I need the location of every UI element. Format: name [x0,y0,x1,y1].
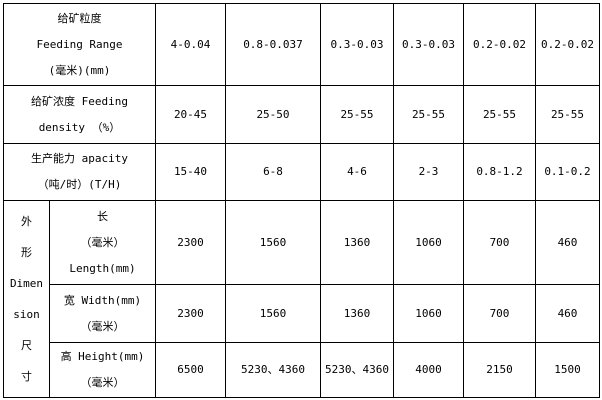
value-cell: 0.1-0.2 [535,143,600,201]
label-line: 宽 Width(mm) [63,293,142,307]
value-cell: 2150 [463,342,536,398]
row-label: 给矿粒度 Feeding Range (毫米)(mm) [3,3,156,86]
label-line: 给矿粒度 [57,11,102,25]
label-line: （毫米） [80,376,125,389]
value-cell: 0.3-0.03 [320,3,394,86]
value-cell: 4-0.04 [155,3,226,86]
value-cell: 1060 [393,284,464,343]
value-cell: 5230、4360 [320,342,394,398]
value-cell: 0.3-0.03 [393,3,464,86]
value-cell: 1500 [535,342,600,398]
label-line: 生产能力 apacity [31,152,128,165]
value-cell: 20-45 [155,85,226,144]
value-cell: 15-40 [155,143,226,201]
label-line: 高 Height(mm) [60,350,145,363]
value-cell: 4-6 [320,143,394,201]
table-row: 给矿粒度 Feeding Range (毫米)(mm) 4-0.04 0.8-0.037… [3,3,600,86]
specification-table: 给矿粒度 Feeding Range (毫米)(mm) 4-0.04 0.8-0.037… [3,3,600,398]
label-line: 外 [21,215,32,228]
table-row: 宽 Width(mm) （毫米） 2300 1560 1360 1060 700 460 [4,284,600,343]
value-cell: 700 [463,200,536,285]
table-row: 生产能力 apacity （吨/时）(T/H) 15-40 6-8 4-6 2-3 0.8-… [3,143,600,201]
row-label: 高 Height(mm) （毫米） [49,342,156,398]
label-line: （毫米） [80,319,125,333]
value-cell: 25-55 [463,85,536,144]
row-label: 长 （毫米） Length(mm) [49,200,156,285]
label-line: (毫米)(mm) [48,63,111,77]
row-label: 生产能力 apacity （吨/时）(T/H) [3,143,156,201]
label-line: Length(mm) [69,261,136,275]
label-line: Feeding Range [36,37,123,51]
value-cell: 460 [535,200,600,285]
value-cell: 25-50 [225,85,321,144]
value-cell: 1560 [225,284,321,343]
value-cell: 4000 [393,342,464,398]
label-line: （吨/时）(T/H) [37,178,122,191]
value-cell: 5230、4360 [225,342,321,398]
value-cell: 25-55 [535,85,600,144]
value-cell: 1360 [320,200,394,285]
row-label: 给矿浓度 Feeding density （%） [3,85,156,144]
value-cell: 0.2-0.02 [463,3,536,86]
value-cell: 6500 [155,342,226,398]
value-cell: 1560 [225,200,321,285]
label-line: density （%） [38,120,121,134]
value-cell: 0.2-0.02 [535,3,600,86]
value-cell: 25-55 [320,85,394,144]
row-label: 宽 Width(mm) （毫米） [49,284,156,343]
value-cell: 6-8 [225,143,321,201]
table-row: 外形 Dimen sion 尺寸 长 （毫米） Length(mm) 2300 1560 1360… [3,200,600,398]
value-cell: 25-55 [393,85,464,144]
label-line: Dimen [9,277,44,290]
label-line: （毫米） [80,235,125,249]
label-line: 形 [21,246,32,259]
table-row: 高 Height(mm) （毫米） 6500 5230、4360 5230、4360 40… [4,342,600,398]
value-cell: 0.8-1.2 [463,143,536,201]
label-line: 尺 [21,339,32,352]
value-cell: 1060 [393,200,464,285]
label-line: sion [13,308,40,321]
table-row: 给矿浓度 Feeding density （%） 20-45 25-50 25-55 25… [3,85,600,144]
value-cell: 1360 [320,284,394,343]
value-cell: 0.8-0.037 [225,3,321,86]
value-cell: 2-3 [393,143,464,201]
value-cell: 460 [535,284,600,343]
dimension-group-label: 外形 Dimen sion 尺寸 [3,200,50,398]
label-line: 寸 [21,370,32,383]
label-line: 长 [97,209,108,223]
value-cell: 700 [463,284,536,343]
value-cell: 2300 [155,200,226,285]
label-line: 给矿浓度 Feeding [31,94,128,108]
value-cell: 2300 [155,284,226,343]
